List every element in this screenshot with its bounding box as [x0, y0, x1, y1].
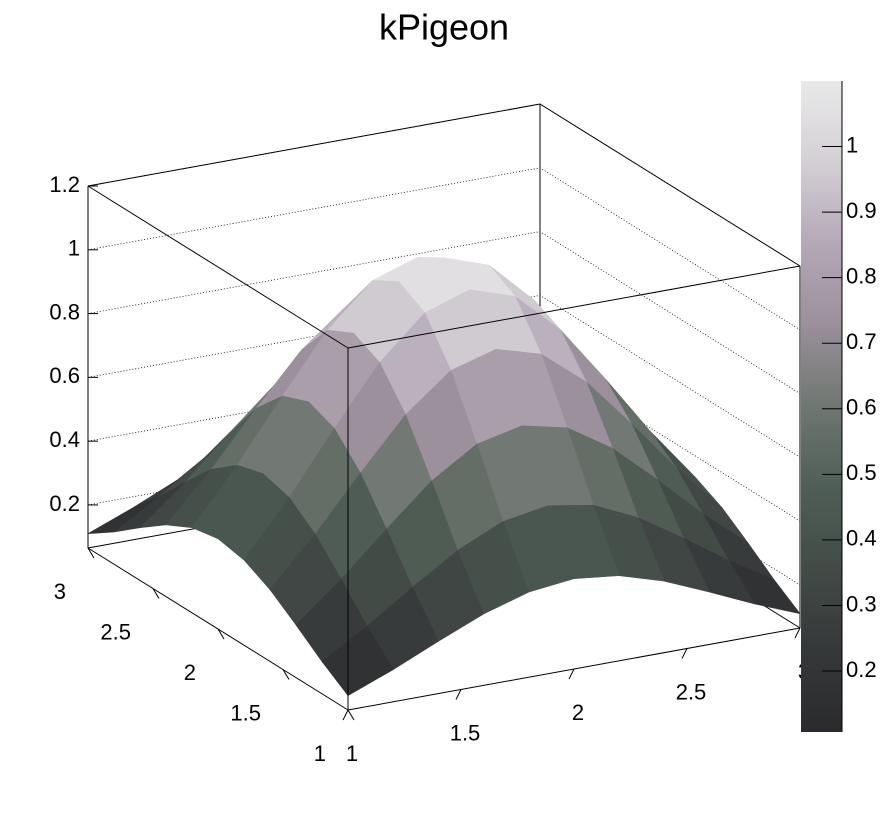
- y-tick-label: 2.5: [100, 619, 131, 644]
- x-tick-label: 1: [346, 741, 358, 766]
- z-tick-label: 0.4: [49, 427, 80, 452]
- z-tick-label: 0.6: [49, 363, 80, 388]
- x-tick-label: 2: [572, 700, 584, 725]
- color-tick-label: 0.2: [846, 657, 877, 682]
- chart-title: kPigeon: [379, 7, 509, 48]
- y-tick-label: 1: [314, 741, 326, 766]
- grid-line: [87, 231, 801, 394]
- y-tick: [347, 709, 355, 721]
- color-tick-label: 0.4: [846, 526, 877, 551]
- y-tick: [152, 588, 160, 599]
- color-tick-label: 1: [846, 132, 858, 157]
- x-tick: [342, 709, 349, 721]
- z-tick-label: 1: [68, 236, 80, 261]
- color-tick-label: 0.5: [846, 460, 877, 485]
- y-tick-label: 2: [184, 660, 196, 685]
- box-edge: [87, 103, 541, 187]
- x-tick-label: 2.5: [676, 679, 707, 704]
- color-tick-label: 0.6: [846, 395, 877, 420]
- z-tick-label: 0.8: [49, 299, 80, 324]
- x-tick: [794, 627, 801, 639]
- grid-line: [87, 103, 801, 267]
- y-tick: [87, 547, 95, 559]
- x-tick: [568, 668, 575, 680]
- color-tick-label: 0.7: [846, 329, 877, 354]
- z-tick-label: 0.2: [49, 491, 80, 516]
- surface-cell: [321, 625, 394, 697]
- x-tick: [681, 648, 688, 659]
- grid-line: [87, 167, 801, 331]
- color-tick-label: 0.3: [846, 591, 877, 616]
- color-tick-label: 0.9: [846, 198, 877, 223]
- y-tick: [282, 669, 290, 680]
- grid-line: [87, 294, 801, 458]
- color-tick-label: 0.8: [846, 263, 877, 288]
- y-tick-label: 3: [54, 579, 66, 604]
- x-tick: [455, 689, 462, 700]
- y-tick: [217, 628, 225, 640]
- box-edge: [347, 265, 801, 349]
- y-tick-label: 1.5: [230, 700, 261, 725]
- z-tick-label: 1.2: [49, 172, 80, 197]
- color-bar: [801, 81, 842, 732]
- box-edge: [87, 185, 349, 349]
- x-tick-label: 1.5: [450, 720, 481, 745]
